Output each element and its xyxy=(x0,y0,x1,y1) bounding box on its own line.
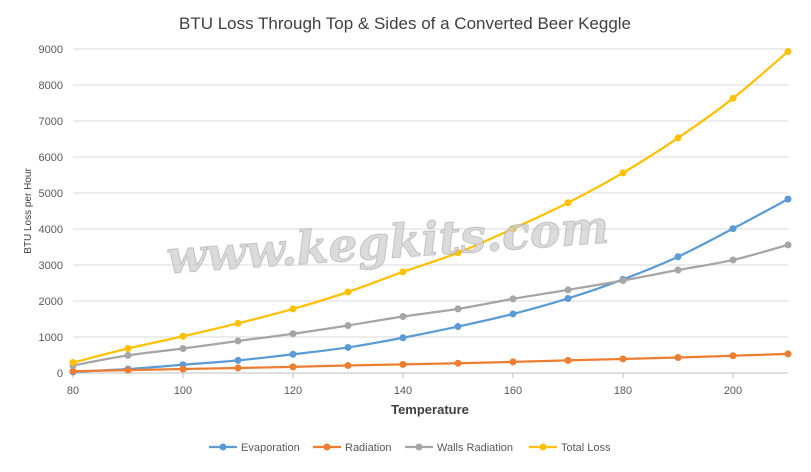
data-point xyxy=(69,367,77,375)
data-point xyxy=(784,48,792,56)
series-line-radiation xyxy=(72,352,789,373)
data-point xyxy=(619,355,627,363)
data-point xyxy=(179,332,187,340)
x-tick-label: 100 xyxy=(174,385,192,397)
data-point xyxy=(509,225,517,233)
data-point xyxy=(344,361,352,369)
data-point xyxy=(234,337,242,345)
data-point xyxy=(509,295,517,303)
series-walls-radiation xyxy=(69,241,792,369)
y-tick-label: 5000 xyxy=(39,188,63,200)
legend-item-evaporation: Evaporation xyxy=(209,442,300,454)
data-point xyxy=(399,312,407,320)
data-point xyxy=(124,366,132,374)
data-point xyxy=(69,359,77,367)
x-axis-label: Temperature xyxy=(391,402,469,417)
x-tick-label: 140 xyxy=(394,385,412,397)
data-point xyxy=(729,256,737,264)
x-tick-label: 80 xyxy=(67,385,79,397)
y-tick-label: 4000 xyxy=(39,224,63,236)
legend-label: Radiation xyxy=(345,442,391,454)
data-point xyxy=(784,241,792,249)
data-point xyxy=(289,350,297,358)
data-point xyxy=(674,253,682,261)
data-point xyxy=(454,359,462,367)
y-tick-label: 8000 xyxy=(39,80,63,92)
y-tick-label: 3000 xyxy=(39,260,63,272)
y-axis-label: BTU Loss per Hour xyxy=(23,168,34,254)
data-point xyxy=(564,199,572,207)
x-tick-label: 200 xyxy=(724,385,742,397)
data-point xyxy=(729,225,737,233)
x-tick-label: 160 xyxy=(504,385,522,397)
data-point xyxy=(344,321,352,329)
legend-label: Evaporation xyxy=(241,442,300,454)
data-point xyxy=(454,305,462,313)
chart-title: BTU Loss Through Top & Sides of a Conver… xyxy=(179,14,631,33)
legend-swatch-marker xyxy=(323,443,331,451)
legend-swatch-marker xyxy=(539,443,547,451)
data-point xyxy=(674,354,682,362)
y-tick-label: 6000 xyxy=(39,152,63,164)
data-point xyxy=(179,365,187,373)
data-point xyxy=(619,276,627,284)
series-line-walls-radiation xyxy=(72,243,789,367)
data-point xyxy=(454,323,462,331)
y-axis-ticks: 0 1000 2000 3000 4000 5000 6000 7000 8000 9000 xyxy=(39,44,63,380)
data-point xyxy=(234,319,242,327)
series xyxy=(69,48,792,376)
data-point xyxy=(619,169,627,177)
series-total-loss xyxy=(69,48,792,367)
data-point xyxy=(674,266,682,274)
data-point xyxy=(509,310,517,318)
data-point xyxy=(729,352,737,360)
y-tick-label: 7000 xyxy=(39,116,63,128)
data-point xyxy=(234,356,242,364)
legend-item-walls-radiation: Walls Radiation xyxy=(405,442,513,454)
data-point xyxy=(784,350,792,358)
legend-label: Walls Radiation xyxy=(437,442,513,454)
data-point xyxy=(399,360,407,368)
legend-item-total-loss: Total Loss xyxy=(529,442,611,454)
data-point xyxy=(564,286,572,294)
data-point xyxy=(289,330,297,338)
data-point xyxy=(289,363,297,371)
data-point xyxy=(124,345,132,353)
data-point xyxy=(509,358,517,366)
data-point xyxy=(399,334,407,342)
y-tick-label: 1000 xyxy=(39,332,63,344)
legend-label: Total Loss xyxy=(561,442,611,454)
data-point xyxy=(454,249,462,257)
watermark: www.kegkits.com xyxy=(165,200,611,285)
data-point xyxy=(344,288,352,296)
legend-swatch-marker xyxy=(415,443,423,451)
x-axis-ticks: 80 100 120 140 160 180 200 xyxy=(67,373,742,397)
data-point xyxy=(234,364,242,372)
data-point xyxy=(289,305,297,313)
legend: Evaporation Radiation Walls Radiation Total… xyxy=(209,442,611,454)
data-point xyxy=(674,134,682,142)
series-radiation xyxy=(69,350,792,375)
data-point xyxy=(124,351,132,359)
y-tick-label: 9000 xyxy=(39,44,63,56)
x-tick-label: 120 xyxy=(284,385,302,397)
y-tick-label: 2000 xyxy=(39,296,63,308)
grid xyxy=(73,48,788,374)
data-point xyxy=(564,294,572,302)
series-line-total-loss xyxy=(72,50,789,364)
data-point xyxy=(399,268,407,276)
data-point xyxy=(784,195,792,203)
data-point xyxy=(179,345,187,353)
data-point xyxy=(344,343,352,351)
legend-swatch-marker xyxy=(219,443,227,451)
series-line-evaporation xyxy=(72,198,789,374)
data-point xyxy=(564,356,572,364)
legend-item-radiation: Radiation xyxy=(313,442,391,454)
data-point xyxy=(729,94,737,102)
y-tick-label: 0 xyxy=(57,368,63,380)
x-tick-label: 180 xyxy=(614,385,632,397)
